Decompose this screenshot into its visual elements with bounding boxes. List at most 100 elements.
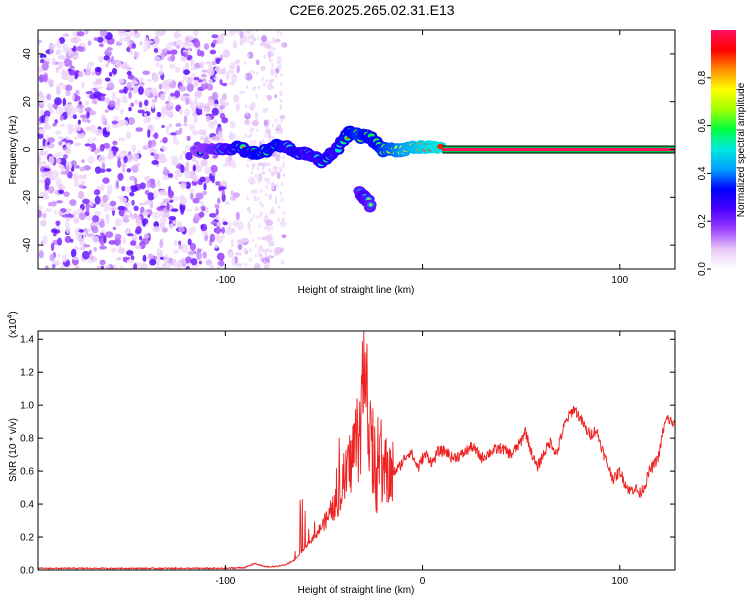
noise-blob xyxy=(197,79,203,83)
noise-blob xyxy=(172,249,180,254)
noise-blob xyxy=(158,83,163,90)
noise-blob xyxy=(264,234,273,242)
noise-blob xyxy=(266,248,269,253)
noise-blob xyxy=(269,82,273,87)
noise-blob xyxy=(250,189,259,195)
noise-blob xyxy=(279,82,283,87)
noise-blob xyxy=(257,251,261,256)
noise-blob xyxy=(279,247,284,253)
noise-blob xyxy=(49,253,55,262)
noise-blob xyxy=(121,185,126,192)
noise-blob xyxy=(63,154,68,159)
noise-blob xyxy=(238,90,245,95)
noise-blob xyxy=(156,111,162,118)
noise-blob xyxy=(171,159,179,167)
noise-blob xyxy=(138,86,144,95)
noise-blob xyxy=(281,234,287,239)
noise-blob xyxy=(161,124,165,129)
noise-blob xyxy=(131,43,137,49)
noise-blob xyxy=(222,49,230,58)
noise-blob xyxy=(44,207,53,213)
noise-blob xyxy=(185,181,191,189)
noise-blob xyxy=(130,240,137,247)
noise-blob xyxy=(198,260,203,265)
noise-blob xyxy=(65,225,71,234)
noise-blob xyxy=(152,226,161,233)
noise-blob xyxy=(215,208,219,216)
noise-blob xyxy=(244,75,247,80)
noise-blob xyxy=(275,74,278,79)
noise-blob xyxy=(165,211,170,218)
noise-blob xyxy=(94,210,102,216)
noise-blob xyxy=(219,180,228,187)
noise-blob xyxy=(199,200,204,205)
noise-blob xyxy=(121,214,130,220)
noise-blob xyxy=(78,212,87,221)
noise-blob xyxy=(273,251,277,256)
noise-blob xyxy=(78,246,86,251)
noise-blob xyxy=(105,168,112,172)
noise-blob xyxy=(183,123,188,127)
noise-blob xyxy=(208,62,213,70)
noise-blob xyxy=(280,118,283,123)
noise-blob xyxy=(282,173,286,178)
noise-blob xyxy=(228,81,236,86)
noise-blob xyxy=(42,235,48,244)
noise-blob xyxy=(229,30,236,37)
noise-blob xyxy=(158,189,167,196)
noise-blob xyxy=(214,244,219,249)
noise-blob xyxy=(211,107,219,116)
noise-blob xyxy=(281,197,284,202)
noise-blob xyxy=(277,204,281,209)
noise-blob xyxy=(38,179,46,184)
noise-blob xyxy=(200,73,207,78)
noise-blob xyxy=(236,64,240,74)
noise-blob xyxy=(75,231,82,241)
noise-blob xyxy=(154,266,163,269)
noise-blob xyxy=(163,254,169,264)
noise-blob xyxy=(208,212,217,218)
noise-blob xyxy=(204,234,209,242)
noise-blob xyxy=(256,128,259,133)
noise-blob xyxy=(210,221,218,225)
noise-blob xyxy=(199,136,206,141)
noise-blob xyxy=(39,53,47,59)
noise-blob xyxy=(62,97,67,107)
noise-blob xyxy=(251,107,255,112)
noise-blob xyxy=(275,129,279,134)
noise-blob xyxy=(100,93,107,97)
noise-blob xyxy=(163,166,168,175)
noise-blob xyxy=(222,93,227,101)
noise-blob xyxy=(59,157,67,165)
noise-blob xyxy=(213,103,219,109)
noise-blob xyxy=(241,238,249,243)
noise-blob xyxy=(126,168,132,173)
noise-blob xyxy=(109,71,113,77)
noise-blob xyxy=(57,183,64,190)
noise-blob xyxy=(56,151,63,157)
noise-blob xyxy=(141,218,149,225)
noise-blob xyxy=(222,221,228,226)
noise-blob xyxy=(159,64,164,70)
noise-blob xyxy=(38,133,44,139)
noise-blob xyxy=(126,70,132,76)
noise-blob xyxy=(248,209,251,214)
noise-blob xyxy=(77,132,85,139)
noise-blob xyxy=(112,226,117,231)
noise-blob xyxy=(48,155,55,165)
noise-blob xyxy=(55,220,61,226)
noise-blob xyxy=(268,79,272,84)
noise-blob xyxy=(170,92,175,97)
noise-blob xyxy=(230,238,234,248)
noise-blob xyxy=(251,33,255,38)
noise-blob xyxy=(192,197,200,204)
noise-blob xyxy=(123,86,128,94)
noise-blob xyxy=(265,219,274,227)
y-tick-label: 0.2 xyxy=(20,533,34,544)
noise-blob xyxy=(194,90,203,98)
noise-blob xyxy=(39,150,46,156)
noise-blob xyxy=(177,221,183,227)
noise-blob xyxy=(201,69,209,73)
colorbar-tick-label: 0.8 xyxy=(697,70,708,84)
noise-blob xyxy=(111,91,117,101)
